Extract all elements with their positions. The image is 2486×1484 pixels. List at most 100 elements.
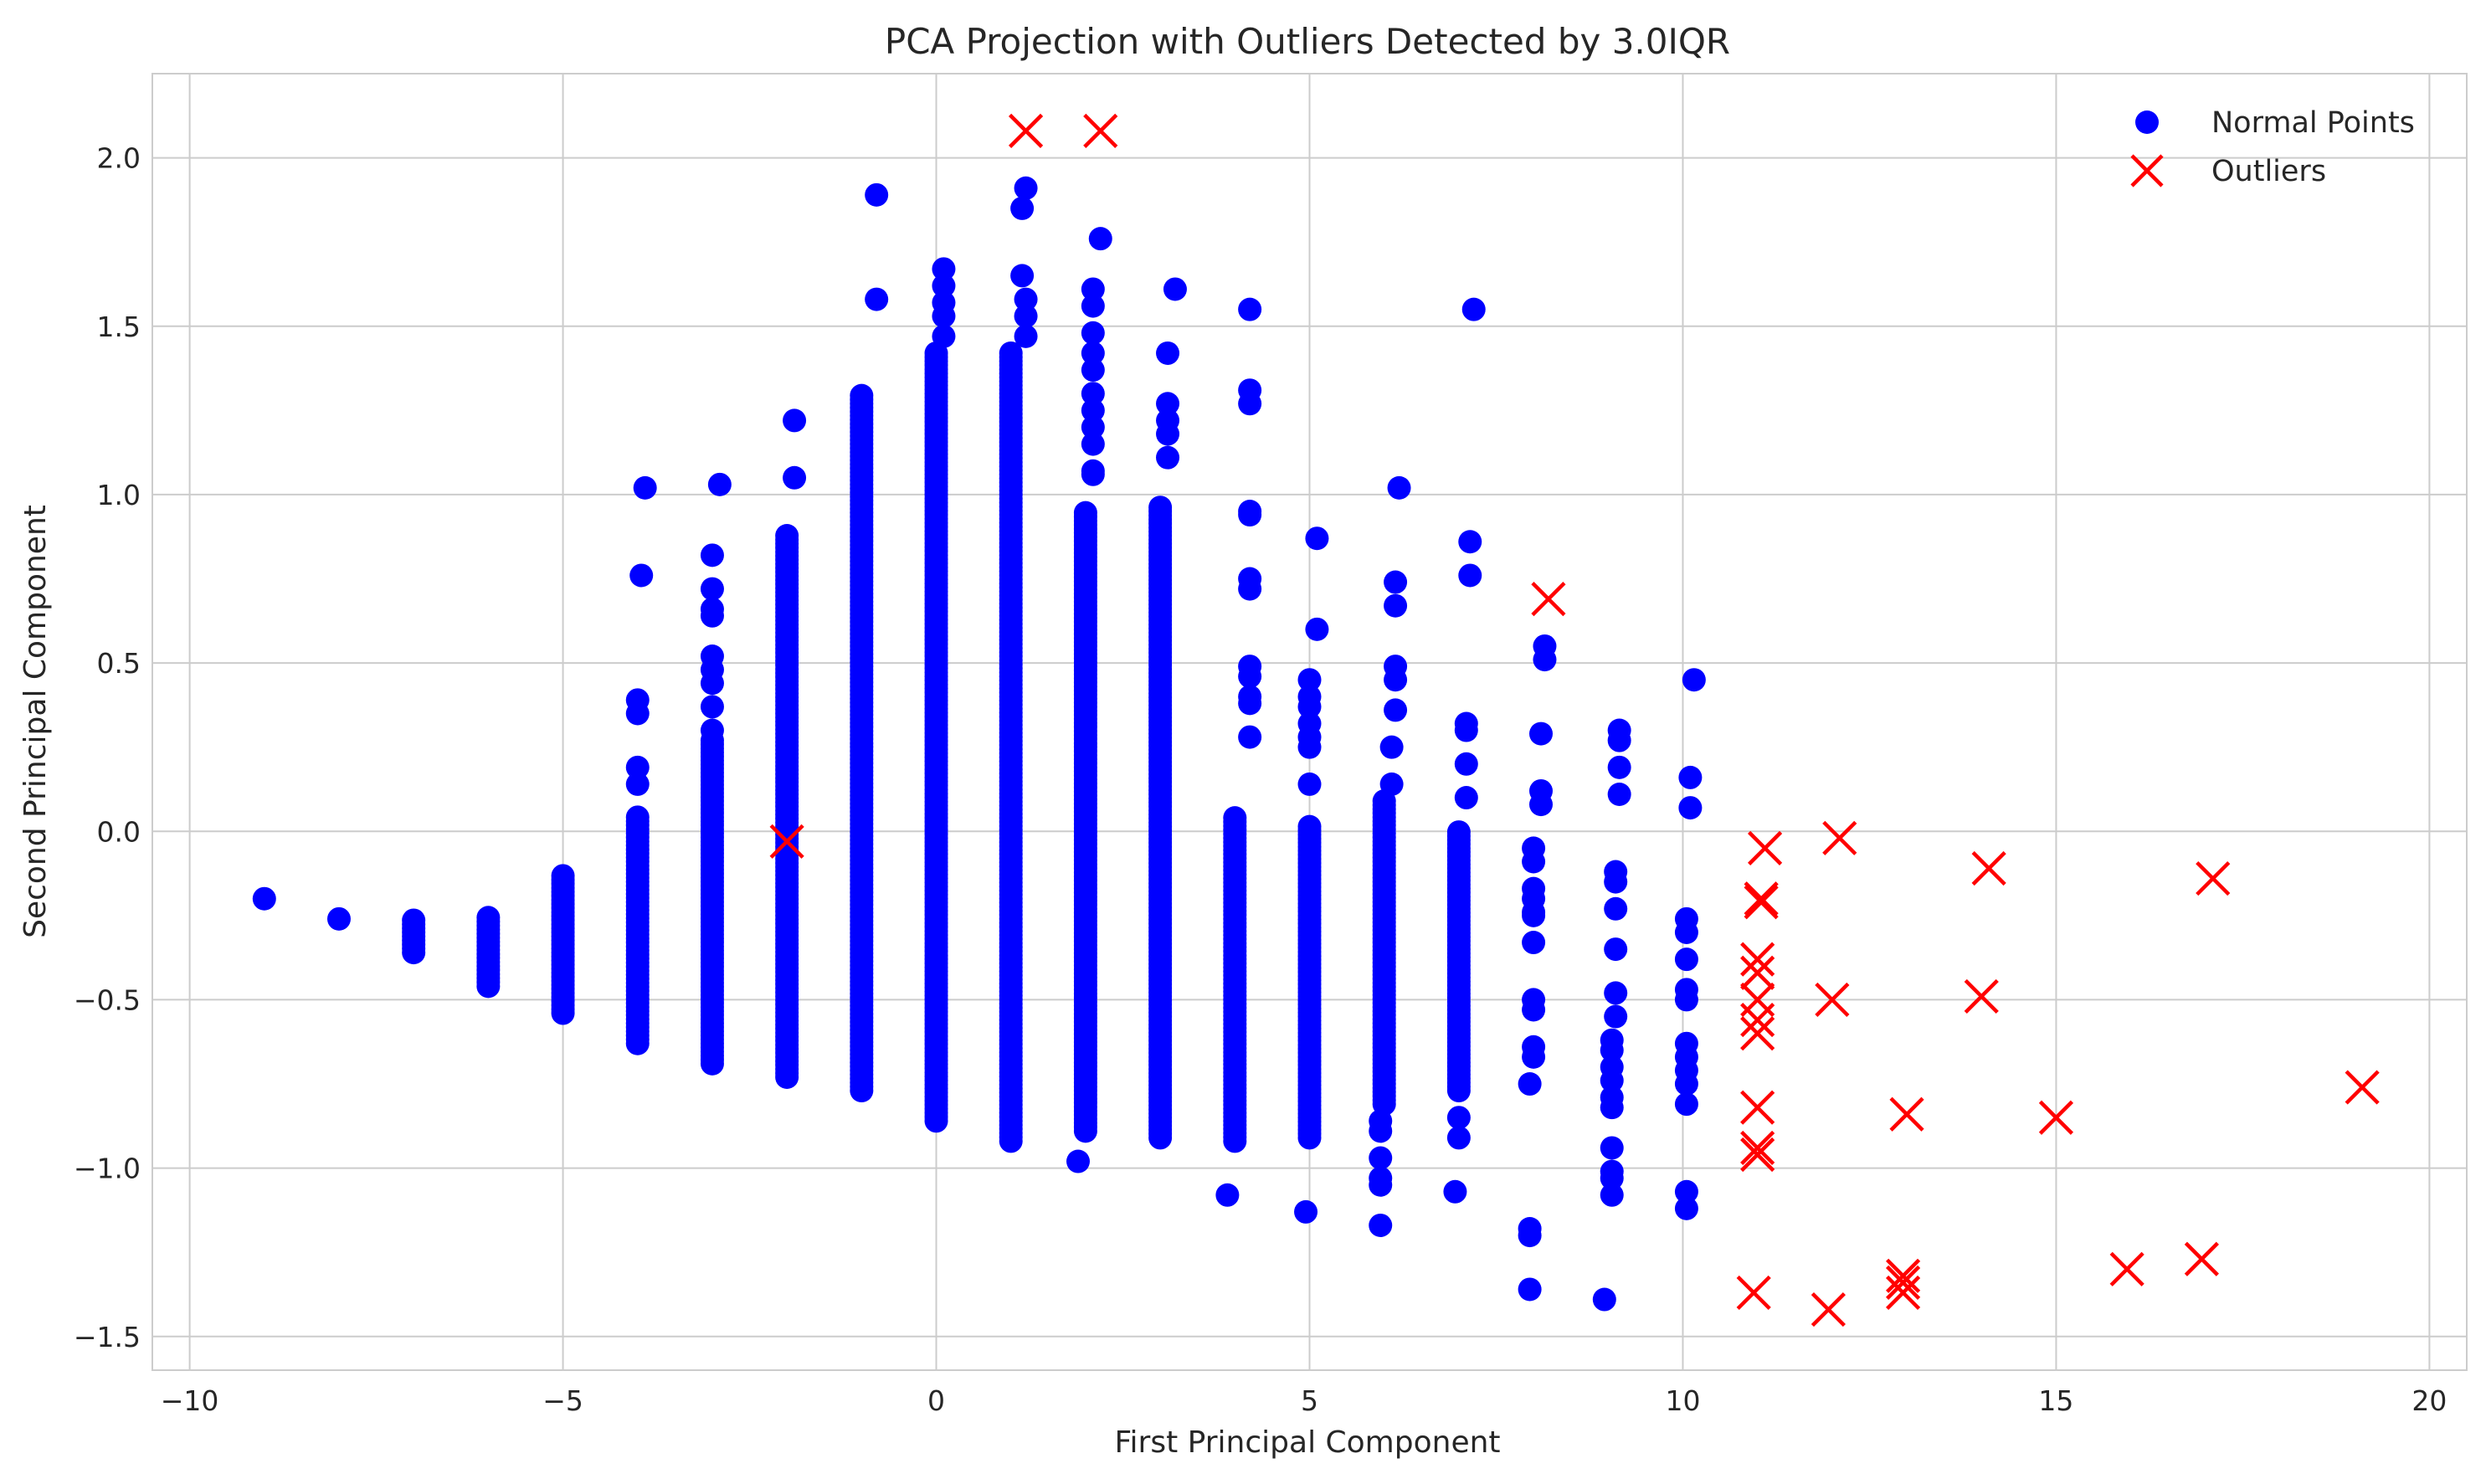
normal-point	[1073, 501, 1097, 525]
normal-point	[1238, 577, 1262, 601]
normal-point	[1215, 1183, 1240, 1207]
normal-point	[1604, 981, 1628, 1005]
legend-normal-label: Normal Points	[2211, 106, 2415, 140]
normal-point	[1446, 1106, 1471, 1130]
normal-point	[1607, 783, 1631, 807]
x-tick-label: −10	[161, 1384, 219, 1417]
normal-point	[1305, 617, 1329, 641]
normal-point	[1600, 1038, 1624, 1062]
normal-point	[1592, 1287, 1616, 1312]
normal-point	[1674, 1179, 1698, 1204]
normal-point	[1604, 870, 1628, 894]
y-tick-label: −1.0	[74, 1153, 141, 1185]
outlier-point	[1885, 1265, 1921, 1300]
normal-point	[1369, 1173, 1393, 1197]
normal-point	[775, 524, 799, 548]
normal-point	[1081, 415, 1105, 439]
outlier-point	[1744, 885, 1779, 920]
normal-point	[1014, 287, 1038, 311]
x-tick-label: 5	[1301, 1384, 1318, 1417]
normal-point	[1674, 1072, 1698, 1096]
normal-point	[1384, 570, 1408, 594]
outlier-point	[1740, 955, 1775, 990]
y-axis-label: Second Principal Component	[18, 505, 53, 938]
normal-point	[1010, 264, 1035, 288]
chart-title: PCA Projection with Outliers Detected by…	[885, 21, 1730, 62]
normal-point	[1369, 1213, 1393, 1237]
outlier-point	[1736, 1275, 1771, 1311]
outlier-point	[1885, 1258, 1921, 1293]
normal-point	[1454, 786, 1478, 810]
y-tick-label: 1.5	[97, 311, 141, 343]
normal-point	[1674, 920, 1698, 944]
outlier-point	[1083, 113, 1118, 148]
normal-point	[1518, 1277, 1542, 1302]
normal-point	[1600, 1183, 1624, 1207]
normal-point	[1238, 725, 1262, 749]
outlier-point	[1740, 1137, 1775, 1173]
x-tick-label: 20	[2412, 1384, 2447, 1417]
normal-point	[476, 906, 501, 930]
outlier-point	[1531, 582, 1566, 617]
normal-point	[1607, 755, 1631, 779]
legend-outlier-label: Outliers	[2211, 155, 2326, 188]
normal-point	[1600, 1068, 1624, 1092]
normal-point	[700, 577, 724, 601]
normal-point	[1533, 648, 1557, 672]
normal-point	[1305, 526, 1329, 551]
outlier-point	[1747, 830, 1783, 865]
normal-point	[700, 603, 724, 628]
tick-labels: −10 −5 0 5 10 15 20 −1.5 −1.0 −0.5 0.0 0.5 1.0 1.5 2.0	[74, 142, 2447, 1417]
normal-point	[1604, 896, 1628, 921]
x-tick-label: 15	[2038, 1384, 2073, 1417]
normal-point	[1454, 718, 1478, 742]
normal-point	[1010, 196, 1035, 220]
outlier-point	[1008, 113, 1044, 148]
normal-point	[1014, 304, 1038, 328]
normal-point	[700, 671, 724, 696]
normal-point	[1674, 1196, 1698, 1220]
normal-point	[1081, 294, 1105, 318]
normal-point	[1678, 765, 1703, 789]
normal-point	[850, 383, 874, 408]
normal-point	[1384, 668, 1408, 692]
normal-point	[932, 257, 956, 281]
normal-point	[1163, 277, 1187, 301]
normal-point	[1297, 772, 1322, 796]
normal-point	[932, 274, 956, 298]
y-tick-label: 0.0	[97, 815, 141, 848]
outlier-point	[1740, 1016, 1775, 1051]
outlier-point	[1740, 1002, 1775, 1038]
normal-point	[1066, 1149, 1090, 1173]
normal-point	[1600, 1136, 1624, 1160]
normal-point	[625, 805, 650, 829]
normal-point	[1148, 496, 1173, 520]
normal-point	[1522, 931, 1546, 955]
normal-point	[999, 341, 1023, 365]
normal-point	[783, 408, 807, 433]
normal-point	[1600, 1096, 1624, 1120]
normal-point	[1297, 695, 1322, 719]
normal-point	[1081, 277, 1105, 301]
normal-point	[1674, 1092, 1698, 1117]
normal-point	[1600, 1166, 1624, 1190]
normal-point	[1384, 593, 1408, 618]
normal-point	[1238, 392, 1262, 416]
normal-point	[865, 287, 889, 311]
normal-point	[1529, 721, 1553, 746]
normal-point	[1678, 796, 1703, 820]
normal-point	[551, 864, 575, 888]
normal-point	[625, 755, 650, 779]
outlier-point	[1811, 1291, 1846, 1327]
normal-point	[1604, 937, 1628, 962]
normal-point	[1529, 793, 1553, 817]
normal-point	[1297, 668, 1322, 692]
y-tick-label: −1.5	[74, 1321, 141, 1353]
normal-point	[700, 695, 724, 719]
outlier-point	[1889, 1096, 1924, 1132]
normal-point	[1446, 820, 1471, 845]
normal-point	[1156, 341, 1180, 365]
normal-point	[1518, 1072, 1542, 1096]
normal-point	[1604, 1004, 1628, 1029]
legend: Normal Points Outliers	[2130, 106, 2415, 188]
